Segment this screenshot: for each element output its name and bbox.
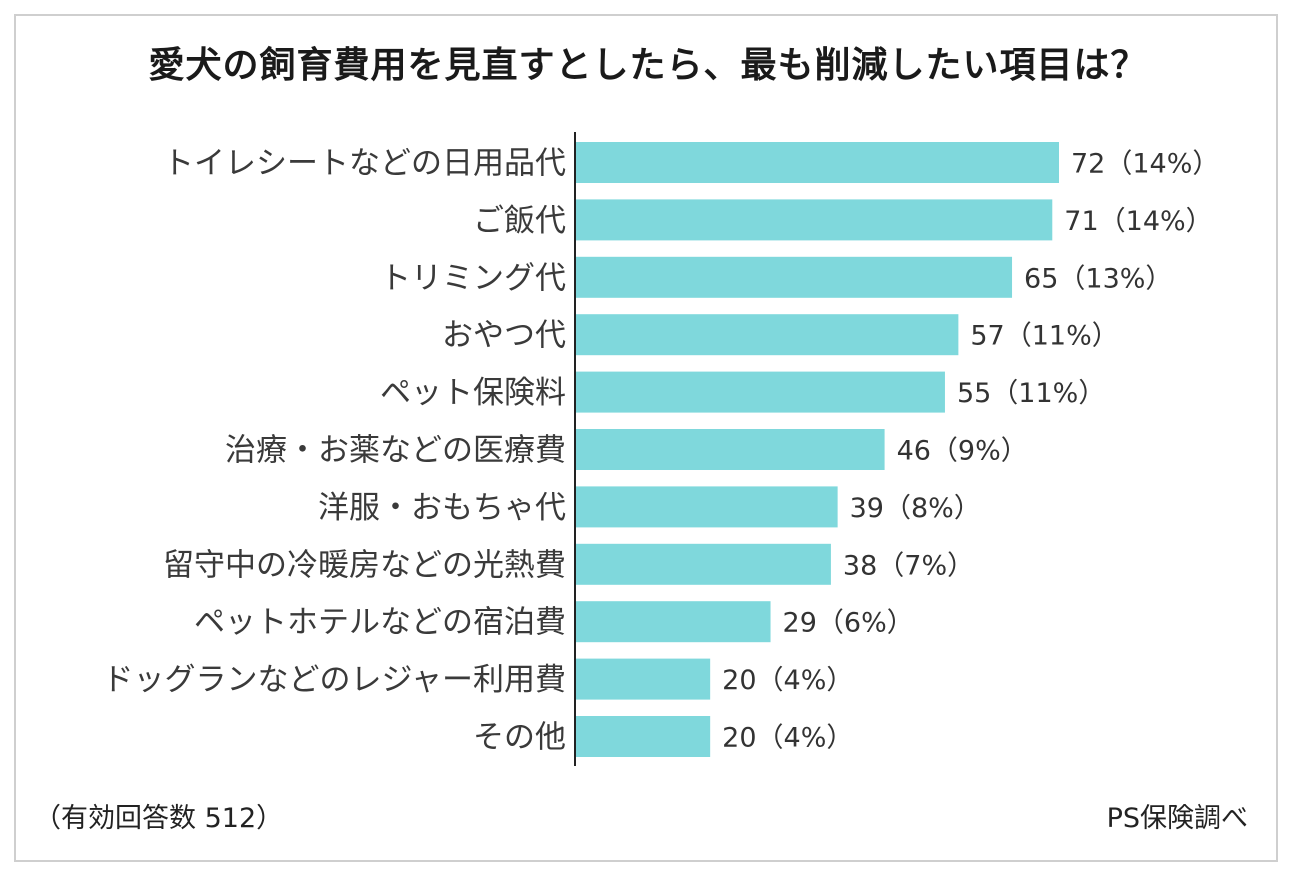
chart-title: 愛犬の飼育費用を見直すとしたら、最も削減したい項目は？ — [148, 45, 1148, 86]
respondent-count-note: （有効回答数 512） — [34, 803, 284, 834]
bar-6 — [576, 429, 885, 470]
category-label-9: ペットホテルなどの宿泊費 — [194, 605, 566, 641]
value-label-5: 55（11%） — [957, 378, 1105, 409]
category-label-7: 洋服・おもちゃ代 — [318, 490, 566, 526]
category-label-1: トイレシートなどの日用品代 — [163, 146, 566, 182]
category-label-5: ペット保険料 — [380, 375, 566, 411]
value-label-8: 38（7%） — [843, 550, 974, 581]
category-label-2: ご飯代 — [473, 203, 566, 239]
value-label-9: 29（6%） — [783, 608, 914, 639]
source-note: PS保険調べ — [1106, 803, 1248, 834]
category-label-10: ドッグランなどのレジャー利用費 — [103, 662, 566, 698]
value-label-6: 46（9%） — [897, 436, 1028, 467]
value-label-10: 20（4%） — [722, 665, 853, 696]
bar-10 — [576, 658, 711, 700]
bars-layer: トイレシートなどの日用品代 72（14%） ご飯代 71（14%） トリミング代 65（1… — [103, 142, 1219, 757]
category-label-4: おやつ代 — [442, 318, 566, 354]
bar-4 — [576, 314, 959, 356]
bar-1 — [576, 142, 1059, 183]
category-label-6: 治療・お薬などの医療費 — [225, 433, 566, 469]
value-label-7: 39（8%） — [850, 493, 981, 524]
value-label-1: 72（14%） — [1071, 149, 1219, 180]
bar-8 — [576, 543, 831, 585]
category-label-11: その他 — [473, 720, 566, 756]
value-label-11: 20（4%） — [722, 723, 853, 754]
bar-9 — [576, 601, 771, 643]
category-label-3: トリミング代 — [380, 260, 566, 296]
value-label-3: 65（13%） — [1024, 263, 1172, 294]
bar-2 — [576, 199, 1053, 241]
value-label-4: 57（11%） — [970, 321, 1118, 352]
category-label-8: 留守中の冷暖房などの光熱費 — [163, 547, 566, 583]
value-label-2: 71（14%） — [1064, 206, 1212, 237]
bar-7 — [576, 486, 838, 528]
bar-11 — [576, 716, 711, 757]
bar-3 — [576, 256, 1013, 298]
bar-5 — [576, 371, 945, 413]
